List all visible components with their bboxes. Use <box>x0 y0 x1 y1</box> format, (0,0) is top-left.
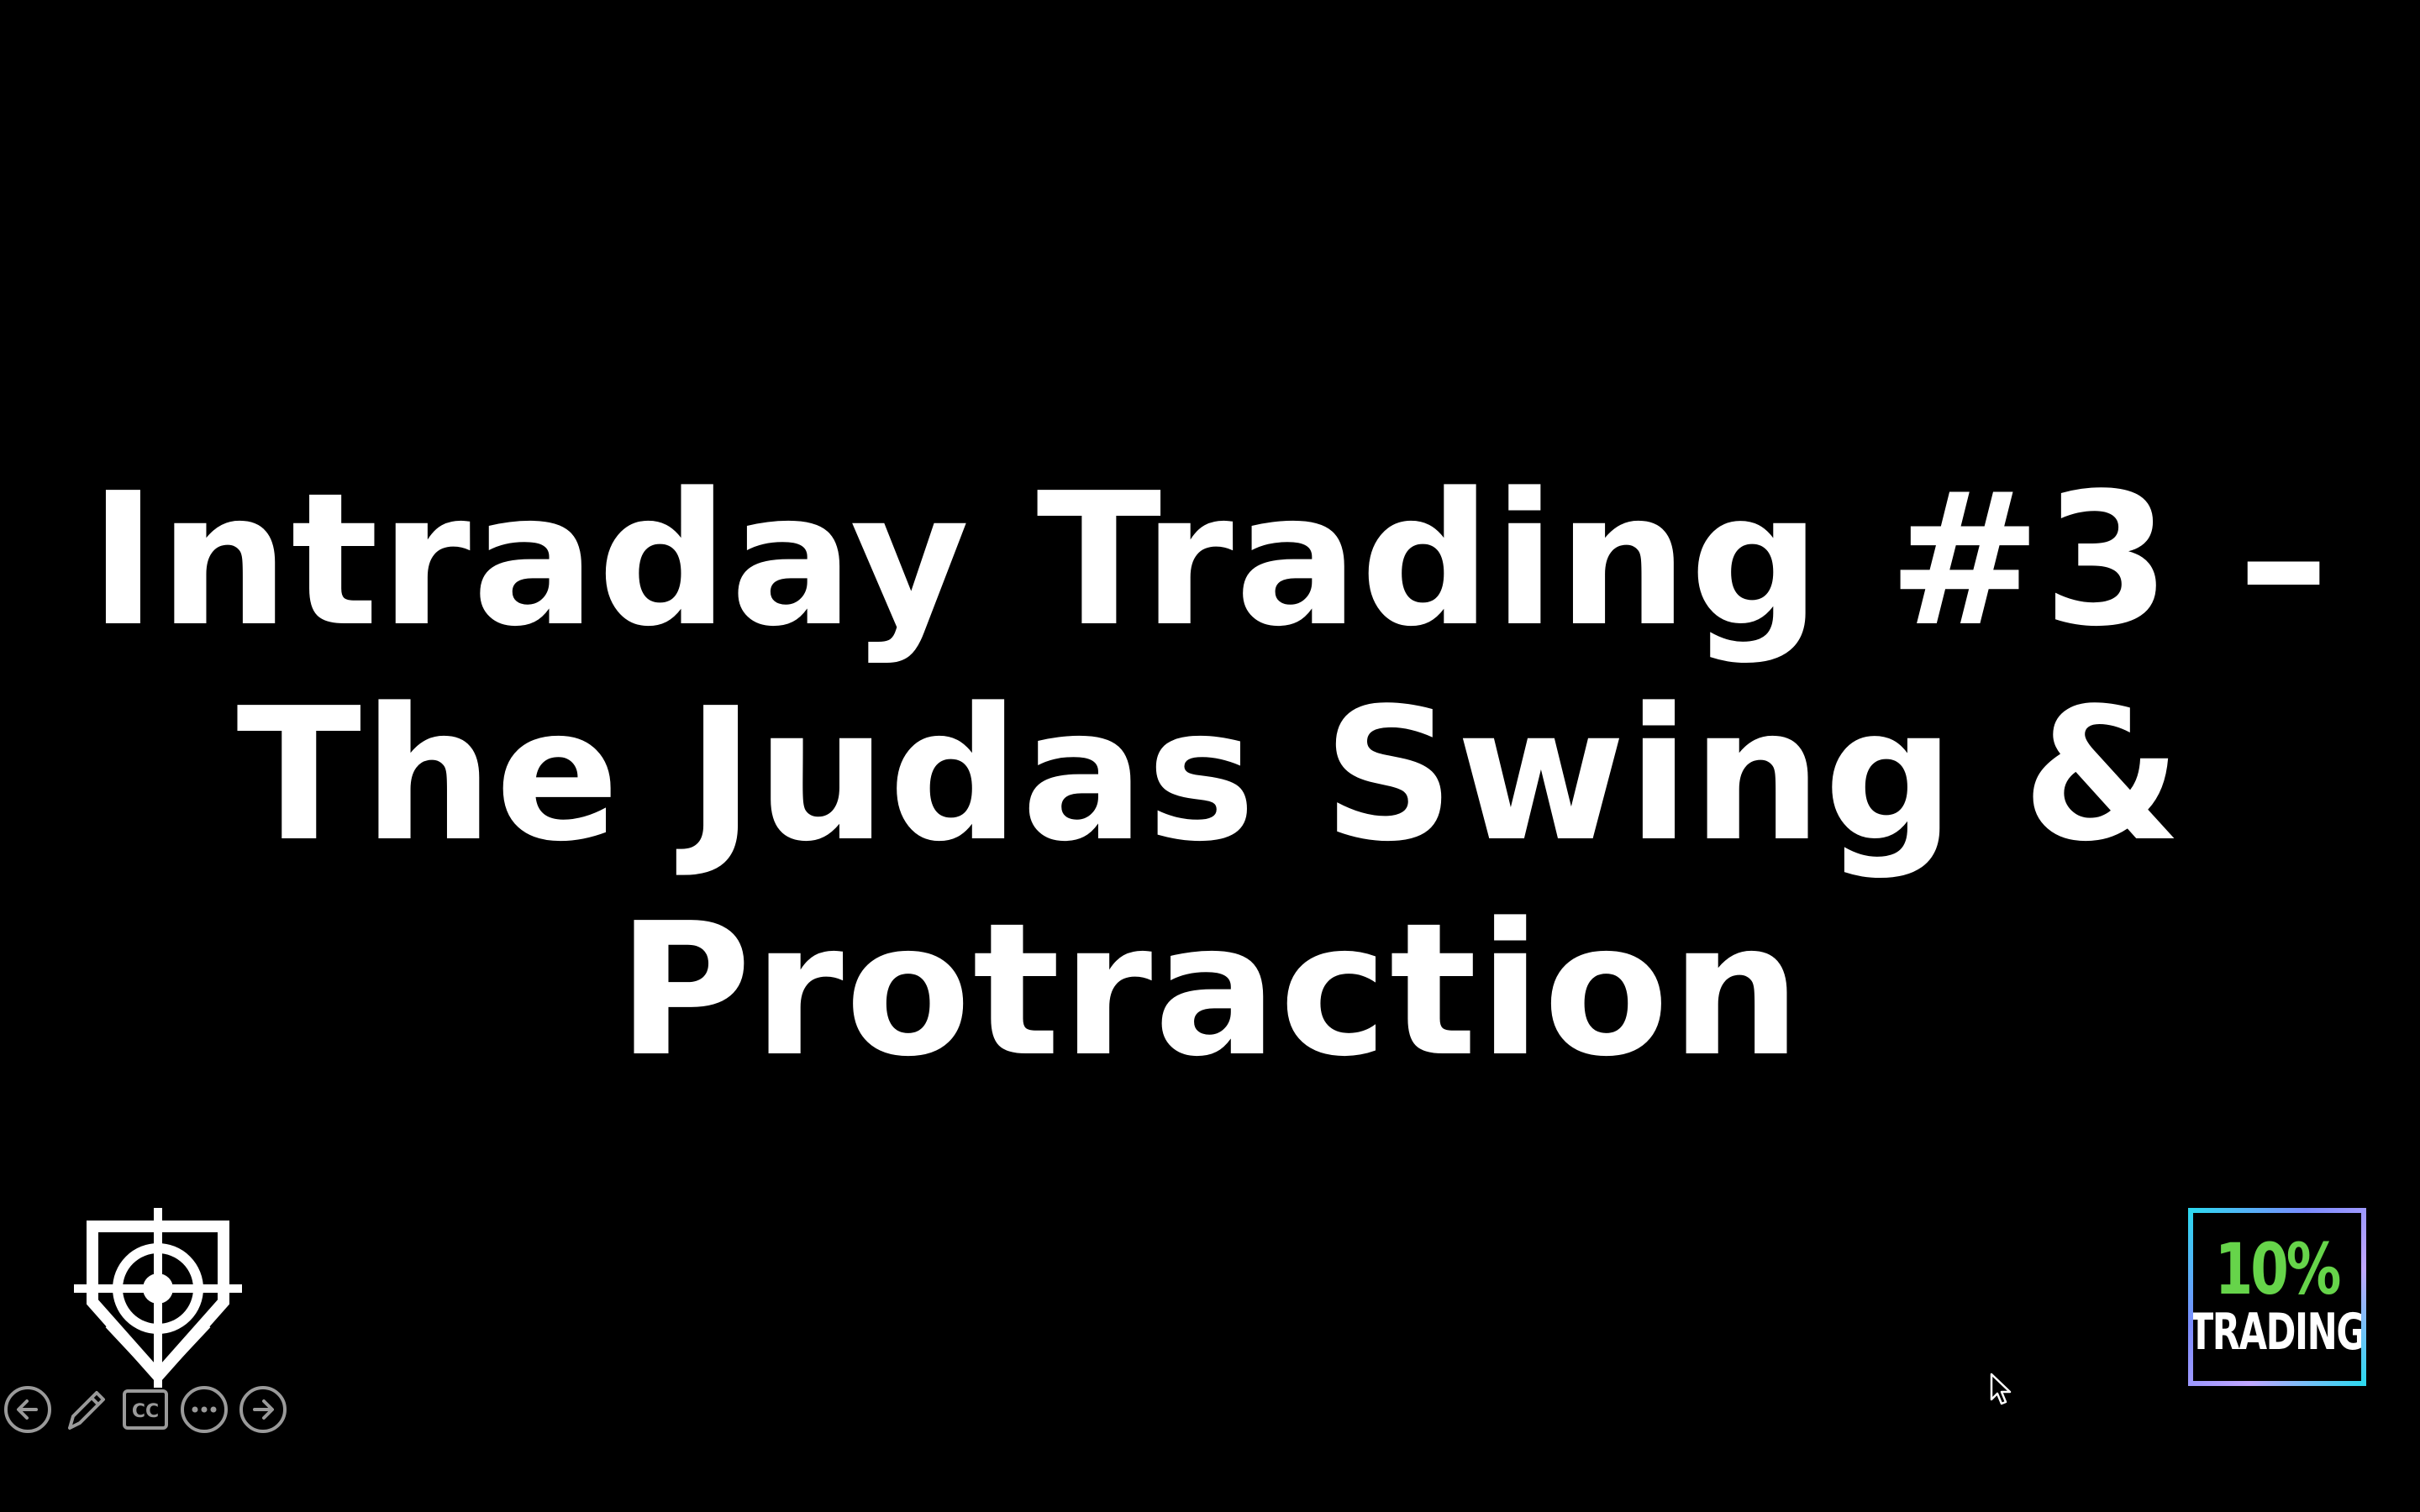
slide-title-line-3: Protraction <box>617 885 1803 1097</box>
ellipsis-icon <box>181 1386 228 1433</box>
pen-tool-button[interactable] <box>60 1383 113 1436</box>
captions-button[interactable]: CC <box>119 1383 171 1436</box>
captions-label: CC <box>132 1401 159 1422</box>
presentation-controls: CC <box>2 1383 296 1436</box>
badge-percent-text: 10% <box>2215 1228 2342 1310</box>
shield-crosshair-logo-icon <box>74 1208 242 1388</box>
cc-icon: CC <box>123 1389 168 1430</box>
arrow-right-icon <box>239 1386 287 1433</box>
trading-brand-badge: 10% TRADING <box>2188 1208 2366 1386</box>
pencil-icon <box>68 1391 105 1430</box>
previous-slide-button[interactable] <box>2 1383 54 1436</box>
more-options-button[interactable] <box>178 1383 230 1436</box>
arrow-left-icon <box>4 1386 51 1433</box>
slide-title-line-2: The Judas Swing & <box>236 669 2184 882</box>
next-slide-button[interactable] <box>237 1383 289 1436</box>
slide-title-line-1: Intraday Trading #3 – <box>88 454 2332 667</box>
badge-trading-text: TRADING <box>2189 1303 2366 1362</box>
slide-title: Intraday Trading #3 – The Judas Swing & … <box>0 454 2420 1099</box>
mouse-cursor-icon <box>1990 1373 2012 1405</box>
